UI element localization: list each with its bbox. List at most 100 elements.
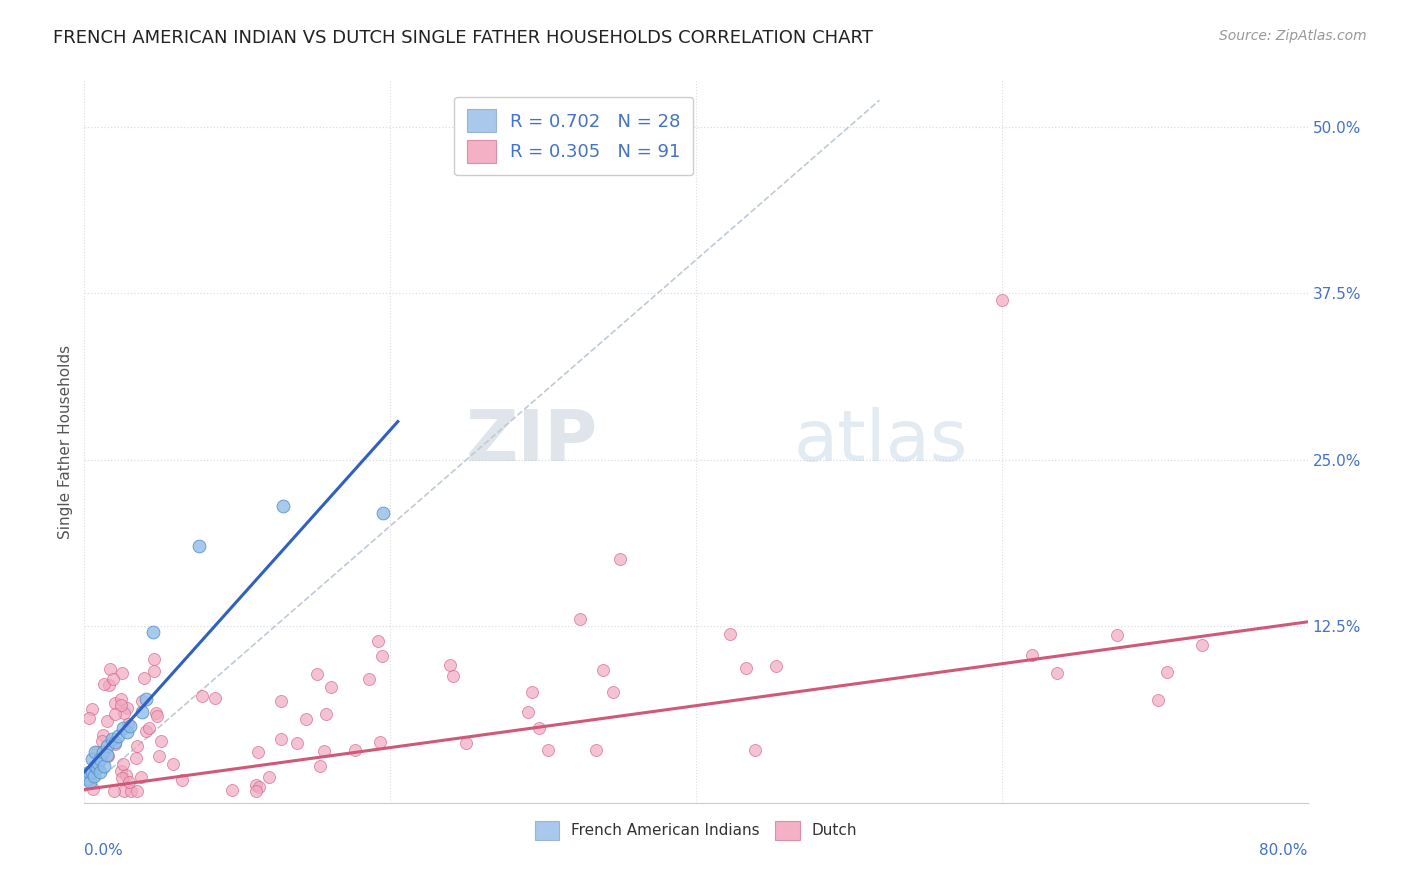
Point [247, 780, 270, 794]
Point [191, 689, 214, 703]
Point [96, 747, 118, 762]
Point [112, 756, 135, 771]
Point [96, 714, 118, 728]
Point [744, 743, 766, 757]
Point [368, 735, 391, 749]
Point [93, 676, 115, 690]
Point [367, 633, 389, 648]
Point [131, 693, 153, 707]
Point [111, 721, 134, 735]
Point [84, 758, 107, 772]
Point [319, 680, 342, 694]
Text: 0.0%: 0.0% [84, 843, 124, 857]
Point [77, 711, 100, 725]
Point [82, 702, 104, 716]
Point [602, 685, 624, 699]
Point [91, 734, 114, 748]
Point [87, 756, 110, 770]
Point [585, 743, 607, 757]
Point [86, 761, 108, 775]
Point [101, 731, 124, 746]
Point [111, 771, 134, 785]
Point [100, 662, 122, 676]
Point [129, 770, 152, 784]
Point [77, 765, 100, 780]
Point [1191, 639, 1213, 653]
Point [110, 698, 132, 712]
Point [285, 737, 308, 751]
Point [720, 626, 742, 640]
Point [107, 729, 129, 743]
Point [115, 701, 138, 715]
Point [112, 706, 135, 720]
Point [114, 767, 136, 781]
Point [170, 772, 193, 787]
Point [104, 706, 127, 721]
Point [143, 652, 166, 666]
Point [246, 745, 269, 759]
Point [131, 706, 153, 720]
Point [104, 696, 127, 710]
Point [1021, 648, 1043, 663]
Point [115, 725, 138, 739]
Point [110, 692, 132, 706]
Point [127, 739, 149, 753]
Point [84, 745, 107, 759]
Point [80, 765, 103, 780]
Point [83, 769, 105, 783]
Point [204, 691, 226, 706]
Point [162, 757, 184, 772]
Point [143, 664, 166, 678]
Point [312, 744, 335, 758]
Point [520, 685, 543, 699]
Point [135, 692, 157, 706]
Point [82, 782, 104, 797]
Point [245, 784, 267, 798]
Y-axis label: Single Father Households: Single Father Households [58, 344, 73, 539]
Point [138, 721, 160, 735]
Point [135, 723, 157, 738]
Point [245, 778, 267, 792]
Text: 80.0%: 80.0% [1260, 843, 1308, 857]
Point [537, 743, 560, 757]
Point [104, 734, 127, 748]
Point [371, 649, 394, 664]
Point [307, 667, 329, 681]
Point [121, 784, 143, 798]
Point [569, 612, 592, 626]
Point [104, 737, 127, 751]
Point [357, 672, 380, 686]
Text: ZIP: ZIP [465, 407, 598, 476]
Point [309, 758, 332, 772]
Point [270, 694, 292, 708]
Point [142, 625, 165, 640]
Point [132, 671, 155, 685]
Point [125, 784, 148, 798]
Point [111, 665, 134, 680]
Point [734, 661, 756, 675]
Point [344, 743, 367, 757]
Point [89, 752, 111, 766]
Point [86, 745, 108, 759]
Point [103, 672, 125, 686]
Point [638, 153, 661, 168]
Point [117, 717, 139, 731]
Point [146, 708, 169, 723]
Point [145, 706, 167, 721]
Point [89, 765, 111, 780]
Point [97, 678, 120, 692]
Point [371, 506, 394, 520]
Point [148, 748, 170, 763]
Point [91, 728, 114, 742]
Point [1147, 693, 1170, 707]
Point [257, 770, 280, 784]
Point [439, 657, 461, 672]
Point [124, 750, 146, 764]
Point [271, 499, 294, 513]
Point [592, 663, 614, 677]
Point [120, 718, 142, 732]
Point [91, 745, 114, 759]
Point [76, 772, 98, 786]
Point [295, 713, 318, 727]
Point [765, 659, 787, 673]
